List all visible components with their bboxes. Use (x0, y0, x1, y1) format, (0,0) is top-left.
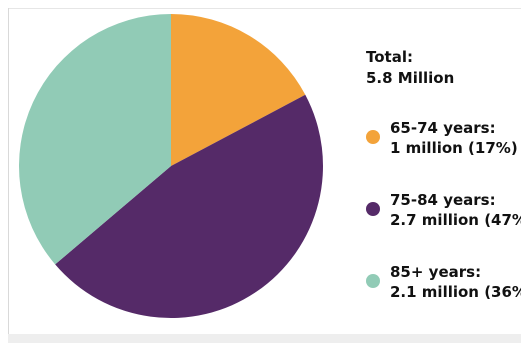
legend-item-65-74: 65-74 years: 1 million (17%) (366, 118, 521, 168)
legend-name-65-74: 65-74 years: (390, 119, 496, 137)
pie-slice-75-84 (55, 94, 323, 319)
legend-name-75-84: 75-84 years: (390, 191, 496, 209)
legend-item-75-84: 75-84 years: 2.7 million (47% (366, 190, 521, 240)
pie-chart (18, 14, 323, 319)
top-border (8, 8, 521, 9)
left-border (8, 8, 9, 343)
total-value: 5.8 Million (366, 69, 455, 87)
legend-dot-65-74 (366, 130, 380, 144)
legend-item-85-plus: 85+ years: 2.1 million (36% (366, 262, 521, 312)
legend-value-65-74: 1 million (17%) (390, 139, 518, 157)
total-block: Total: 5.8 Million (366, 47, 454, 89)
bottom-border (8, 334, 521, 343)
legend-dot-85-plus (366, 274, 380, 288)
legend-dot-75-84 (366, 202, 380, 216)
legend-value-85-plus: 2.1 million (36% (390, 283, 521, 301)
legend-value-75-84: 2.7 million (47% (390, 211, 521, 229)
pie-slice-65-74 (171, 14, 306, 166)
legend-name-85-plus: 85+ years: (390, 263, 482, 281)
total-label: Total: (366, 48, 413, 66)
pie-slice-85-plus (18, 14, 172, 265)
